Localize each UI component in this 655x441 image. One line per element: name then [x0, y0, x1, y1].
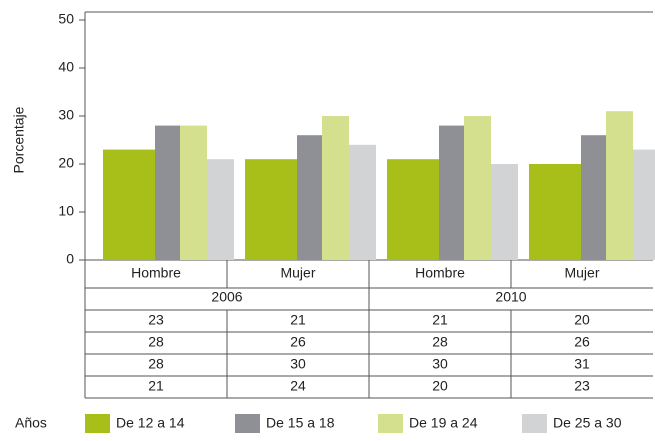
bar	[322, 116, 349, 260]
table-value: 21	[148, 378, 164, 394]
legend-swatch	[522, 414, 547, 433]
category-label: Mujer	[564, 265, 599, 281]
category-label: Hombre	[415, 265, 465, 281]
table-value: 31	[574, 356, 590, 372]
bar	[349, 144, 376, 260]
bar	[633, 149, 655, 260]
table-value: 30	[290, 356, 306, 372]
y-tick-label: 40	[58, 59, 74, 75]
bar	[606, 111, 633, 260]
legend-label: De 15 a 18	[266, 415, 335, 431]
year-label: 2010	[495, 289, 526, 305]
table-value: 26	[574, 334, 590, 350]
table-value: 21	[432, 312, 448, 328]
legend-label: De 12 a 14	[116, 415, 185, 431]
table-value: 26	[290, 334, 306, 350]
bar	[464, 116, 491, 260]
legend-swatch	[235, 414, 260, 433]
bar	[581, 135, 606, 260]
legend-swatch	[85, 414, 110, 433]
y-tick-label: 50	[58, 11, 74, 27]
legend-swatch	[378, 414, 403, 433]
bar	[180, 125, 207, 260]
y-tick-label: 20	[58, 155, 74, 171]
table-value: 28	[432, 334, 448, 350]
bar	[491, 164, 518, 260]
category-label: Mujer	[280, 265, 315, 281]
legend-label: De 25 a 30	[553, 415, 622, 431]
table-value: 20	[432, 378, 448, 394]
y-axis-label: Porcentaje	[11, 106, 27, 173]
year-label: 2006	[211, 289, 242, 305]
y-tick-label: 30	[58, 107, 74, 123]
bar	[529, 164, 581, 260]
table-value: 20	[574, 312, 590, 328]
table-value: 28	[148, 334, 164, 350]
legend-label: De 19 a 24	[409, 415, 478, 431]
category-label: Hombre	[131, 265, 181, 281]
legend-title: Años	[15, 415, 47, 431]
bar	[155, 125, 180, 260]
bar	[103, 149, 155, 260]
bar	[207, 159, 234, 260]
y-tick-label: 0	[66, 251, 74, 267]
bar	[387, 159, 439, 260]
bar	[297, 135, 322, 260]
table-value: 30	[432, 356, 448, 372]
table-value: 28	[148, 356, 164, 372]
table-value: 21	[290, 312, 306, 328]
y-tick-label: 10	[58, 203, 74, 219]
bar	[245, 159, 297, 260]
table-value: 23	[148, 312, 164, 328]
table-value: 24	[290, 378, 306, 394]
table-value: 23	[574, 378, 590, 394]
bar	[439, 125, 464, 260]
